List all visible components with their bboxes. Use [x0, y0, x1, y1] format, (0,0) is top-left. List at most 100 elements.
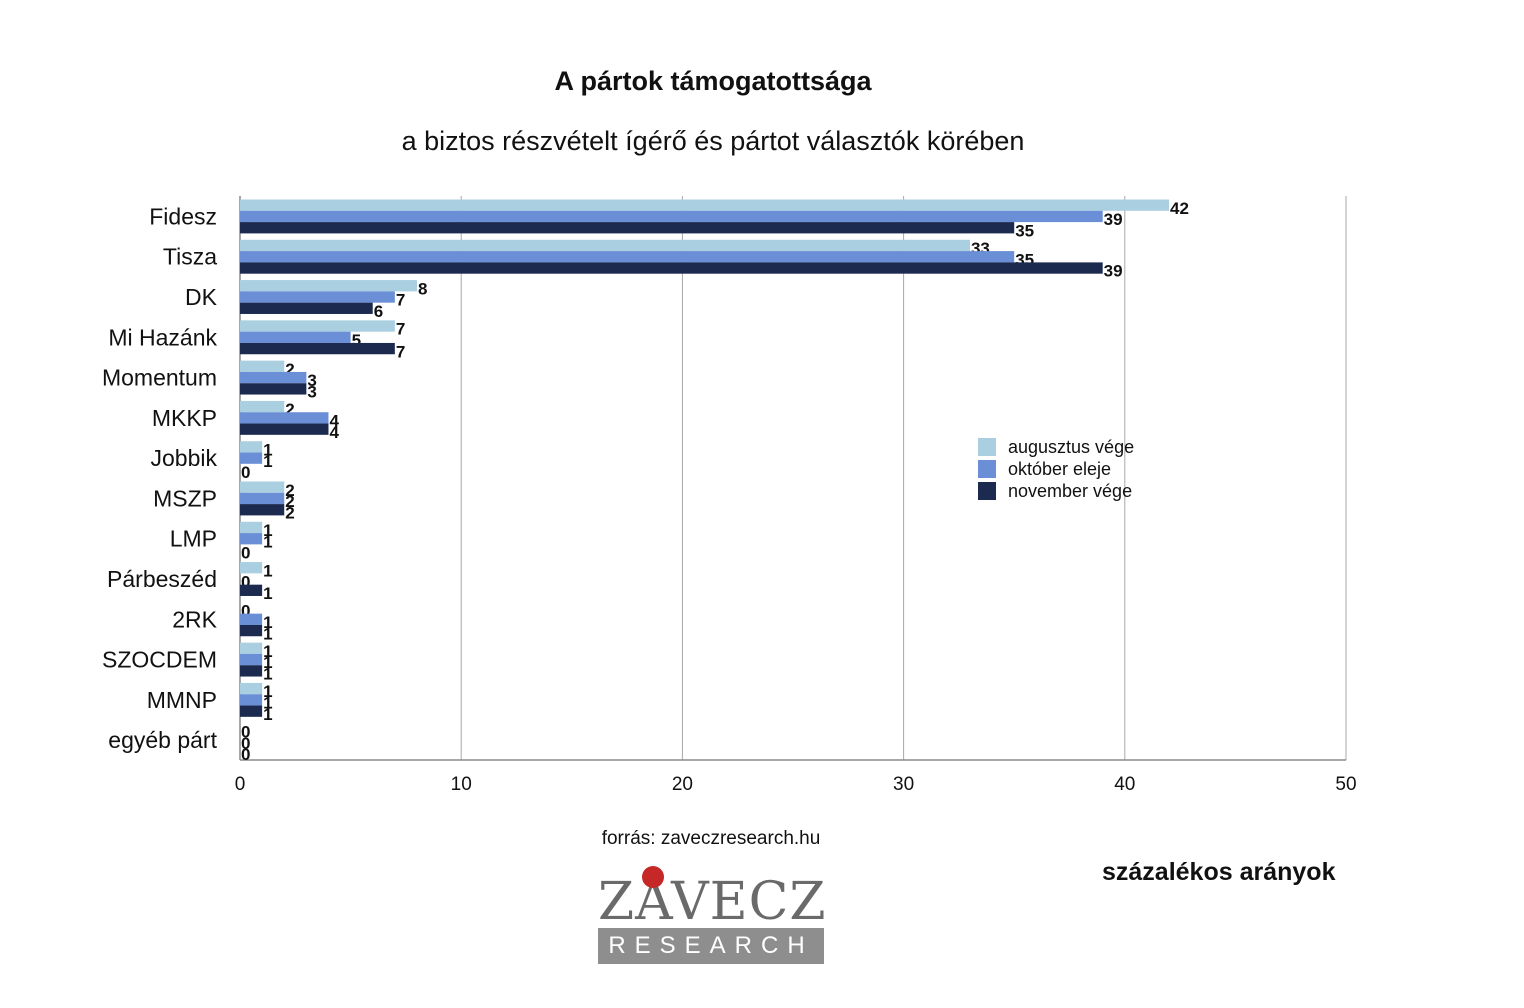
logo-red-dot: [642, 866, 664, 888]
bar: [240, 210, 1103, 223]
legend-label-0: augusztus vége: [1008, 436, 1135, 457]
data-label: 0: [241, 544, 250, 563]
bar: [240, 342, 395, 355]
data-label: 4: [329, 412, 339, 431]
bar: [240, 694, 263, 706]
data-label: 2: [285, 492, 294, 511]
category-label: LMP: [170, 526, 217, 552]
data-label: 42: [1170, 199, 1189, 218]
bar: [240, 291, 395, 303]
chart-subtitle: a biztos részvételt ígérő és pártot vála…: [401, 126, 1025, 156]
category-label: egyéb párt: [108, 727, 217, 753]
data-label: 7: [396, 291, 405, 310]
data-label: 5: [352, 331, 361, 350]
category-label: MSZP: [153, 485, 217, 511]
bar: [240, 222, 1015, 234]
x-tick-label: 30: [893, 774, 914, 795]
data-label: 7: [396, 320, 405, 339]
data-label: 1: [263, 682, 272, 701]
category-label: 2RK: [172, 606, 217, 632]
bar: [240, 624, 263, 637]
bar: [240, 562, 263, 574]
bar: [240, 441, 263, 453]
legend-item-1: október eleje: [978, 458, 1134, 480]
data-label: 3: [307, 371, 316, 390]
bar: [240, 504, 285, 516]
data-label: 1: [263, 705, 272, 724]
category-label: SZOCDEM: [102, 647, 217, 673]
category-label: Fidesz: [149, 203, 217, 229]
bar: [240, 280, 417, 292]
data-label: 1: [263, 653, 272, 672]
category-label: Tisza: [163, 244, 217, 270]
x-tick-label: 50: [1335, 774, 1356, 795]
legend-item-0: augusztus vége: [978, 436, 1134, 458]
chart-title: A pártok támogatottsága: [554, 66, 872, 96]
data-label: 0: [241, 602, 250, 621]
data-label: 6: [374, 302, 383, 321]
x-tick-label: 20: [672, 774, 693, 795]
data-label: 1: [263, 561, 272, 580]
legend: augusztus vége október eleje november vé…: [978, 436, 1134, 502]
category-label: Mi Hazánk: [108, 324, 217, 350]
data-label: 2: [285, 503, 294, 522]
category-label: DK: [185, 284, 218, 310]
data-label: 0: [241, 723, 250, 742]
data-label: 1: [263, 642, 272, 661]
data-label: 1: [263, 694, 272, 713]
data-label: 0: [241, 463, 250, 482]
data-label: 1: [263, 624, 272, 643]
data-label: 0: [241, 734, 250, 753]
data-label: 1: [263, 613, 272, 632]
bar: [240, 533, 263, 545]
legend-swatch-0: [978, 438, 996, 456]
unit-label: százalékos arányok: [1102, 858, 1336, 886]
bar: [240, 199, 1170, 211]
data-label: 2: [285, 400, 294, 419]
data-label: 39: [1104, 262, 1123, 281]
logo-band: RESEARCH: [598, 928, 824, 964]
bar: [240, 665, 263, 677]
zavecz-logo: ZÁVECZ RESEARCH: [598, 866, 827, 964]
bar: [240, 320, 395, 332]
legend-swatch-1: [978, 460, 996, 478]
data-label: 1: [263, 665, 272, 684]
bar: [240, 642, 263, 654]
bar: [240, 331, 351, 343]
data-label: 39: [1104, 210, 1123, 229]
bar: [240, 492, 285, 505]
category-label: Jobbik: [151, 445, 218, 471]
bar: [240, 452, 263, 464]
category-label: Momentum: [102, 365, 217, 391]
legend-item-2: november vége: [978, 480, 1134, 502]
data-label: 0: [241, 573, 250, 592]
category-label: MKKP: [152, 405, 217, 431]
x-tick-label: 40: [1114, 774, 1135, 795]
bar: [240, 481, 285, 493]
category-label: MMNP: [147, 687, 217, 713]
x-tick-label: 10: [451, 774, 472, 795]
data-label: 3: [307, 383, 316, 402]
bar: [240, 400, 285, 413]
bar: [240, 705, 263, 717]
bar: [240, 423, 329, 435]
data-label: 7: [396, 342, 405, 361]
data-label: 1: [263, 452, 272, 471]
bar: [240, 613, 263, 625]
source-note: forrás: zaveczresearch.hu: [601, 828, 821, 849]
data-label: 4: [329, 423, 339, 442]
data-label: 1: [263, 532, 272, 551]
bar: [240, 653, 263, 666]
logo-word: ZÁVECZ: [598, 872, 827, 932]
data-label: 35: [1015, 221, 1034, 240]
x-tick-label: 0: [235, 774, 246, 795]
data-label: 8: [418, 279, 427, 298]
legend-label-1: október eleje: [1008, 458, 1112, 479]
data-label: 0: [241, 745, 250, 764]
bar: [240, 521, 263, 534]
data-label: 1: [263, 441, 272, 460]
bar: [240, 383, 307, 395]
legend-label-2: november vége: [1008, 480, 1133, 501]
bar: [240, 682, 263, 695]
